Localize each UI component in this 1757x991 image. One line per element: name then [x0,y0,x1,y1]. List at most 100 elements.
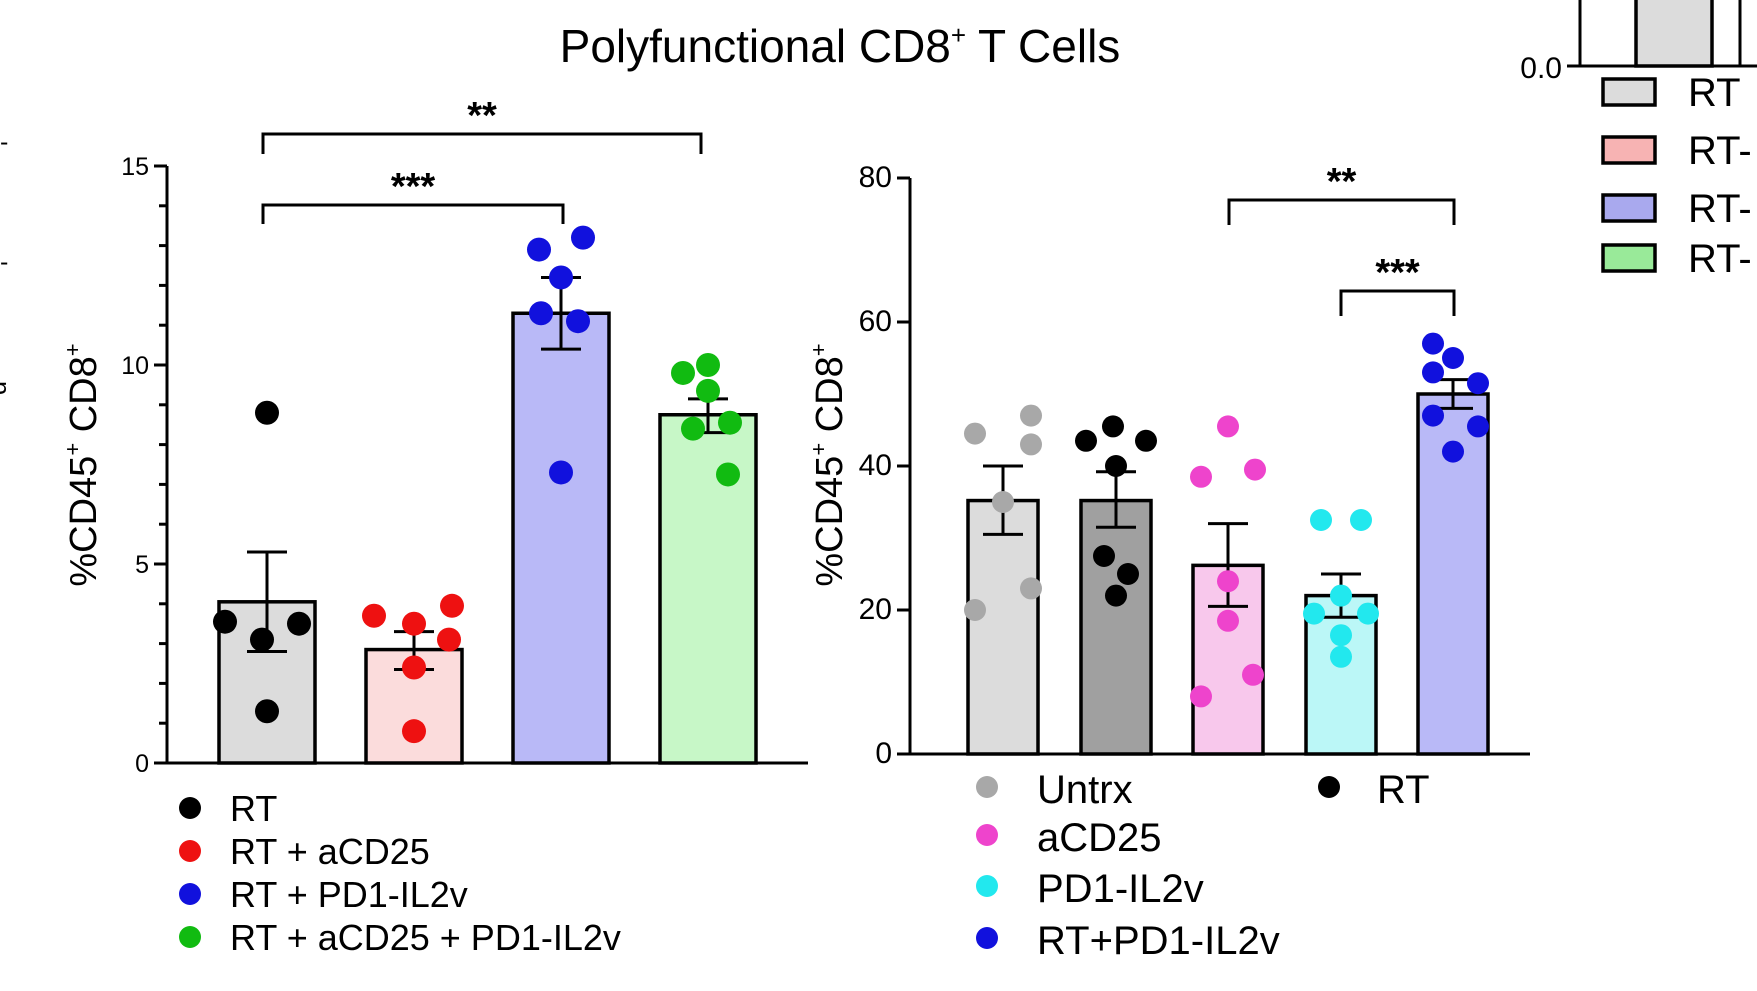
legend-label: aCD25 [1037,816,1162,860]
figure-title: Polyfunctional CD8+ T Cells [560,20,1121,72]
inset-chart: 0.0 RT RT- RT- RT- [1520,0,1757,281]
significance-bracket [1227,198,1456,225]
data-point [529,301,553,326]
data-point [566,309,590,334]
y-axis-label: %CD45+ CD8+ [806,343,851,586]
data-point [1217,570,1239,593]
legend-marker [179,797,201,819]
data-point [255,699,279,724]
y-tick-label: 5 [135,551,149,579]
legend-label: RT + PD1-IL2v [230,874,468,915]
y-tick-label: 80 [859,161,892,194]
data-point [549,265,573,290]
inset-legend-label: RT- [1688,187,1752,231]
bar-3 [658,413,758,765]
data-point [681,416,705,441]
inset-legend-label: RT- [1688,237,1752,281]
data-point [1357,602,1379,625]
legend-marker [976,927,998,949]
data-point [1330,624,1352,647]
data-point [1105,584,1127,607]
data-point [696,353,720,377]
significance-label: *** [1375,252,1420,294]
legend-marker [976,776,998,798]
data-point [1020,433,1042,456]
y-tick-label: 60 [859,305,892,338]
significance-bracket [1339,289,1456,316]
legend-marker [1318,776,1340,798]
legend-label: RT [1377,768,1430,812]
edge-fragment-3: d [0,381,12,395]
data-point [1467,415,1489,438]
y-tick-label: 40 [859,449,892,482]
data-point [1303,602,1325,625]
data-point [1135,429,1157,452]
significance-bracket [261,203,565,224]
edge-fragment-1: - [0,128,8,156]
data-point [718,410,742,435]
data-point [1020,404,1042,427]
y-tick-label: 20 [859,593,892,626]
legend-marker [179,926,201,948]
y-axis-label: %CD45+ CD8+ [60,343,105,586]
data-point [1350,509,1372,531]
y-tick-label: 10 [121,352,149,380]
data-point [527,237,551,262]
data-point [1242,663,1264,686]
data-point [440,593,464,618]
data-point [1310,509,1332,531]
data-point [1422,361,1444,384]
data-point [402,611,426,636]
data-point [696,378,720,403]
data-point [1467,372,1489,395]
data-point [1442,440,1464,463]
legend-marker [179,883,201,905]
data-point [1330,584,1352,607]
inset-legend-swatch [1601,77,1657,107]
inset-ytick-0: 0.0 [1520,52,1562,85]
y-tick-label: 0 [135,750,149,778]
significance-label: ** [1327,161,1357,203]
y-tick-label: 15 [121,153,149,181]
legend-marker [179,840,201,862]
inset-legend-label: RT [1688,71,1741,115]
data-point [1422,404,1444,427]
legend-label: Untrx [1037,768,1133,812]
data-point [437,627,461,652]
y-tick-label: 0 [875,737,892,770]
data-point [671,360,695,385]
edge-fragment-2: - [0,248,8,276]
data-point [1442,347,1464,369]
data-point [1020,577,1042,600]
inset-legend-label: RT- [1688,129,1752,173]
data-point [213,609,237,634]
data-point [549,460,573,485]
inset-legend-swatch [1601,193,1657,223]
data-point [1093,545,1115,567]
data-point [287,611,311,636]
legend-marker [976,824,998,846]
data-point [964,422,986,445]
legend-label: RT [230,788,277,829]
inset-legend-swatch [1601,135,1657,165]
data-point [362,603,386,628]
data-point [1217,415,1239,438]
data-point [1422,332,1444,355]
data-point [992,491,1014,513]
significance-label: *** [391,166,436,208]
data-point [402,655,426,680]
legend-marker [976,875,998,897]
data-point [1105,455,1127,477]
data-point [716,462,740,487]
inset-legend-swatch [1601,243,1657,273]
data-point [1190,465,1212,488]
data-point [1244,458,1266,481]
data-point [1075,429,1097,452]
data-point [964,599,986,621]
data-point [1217,609,1239,632]
significance-bracket [261,132,703,154]
data-point [1190,685,1212,708]
